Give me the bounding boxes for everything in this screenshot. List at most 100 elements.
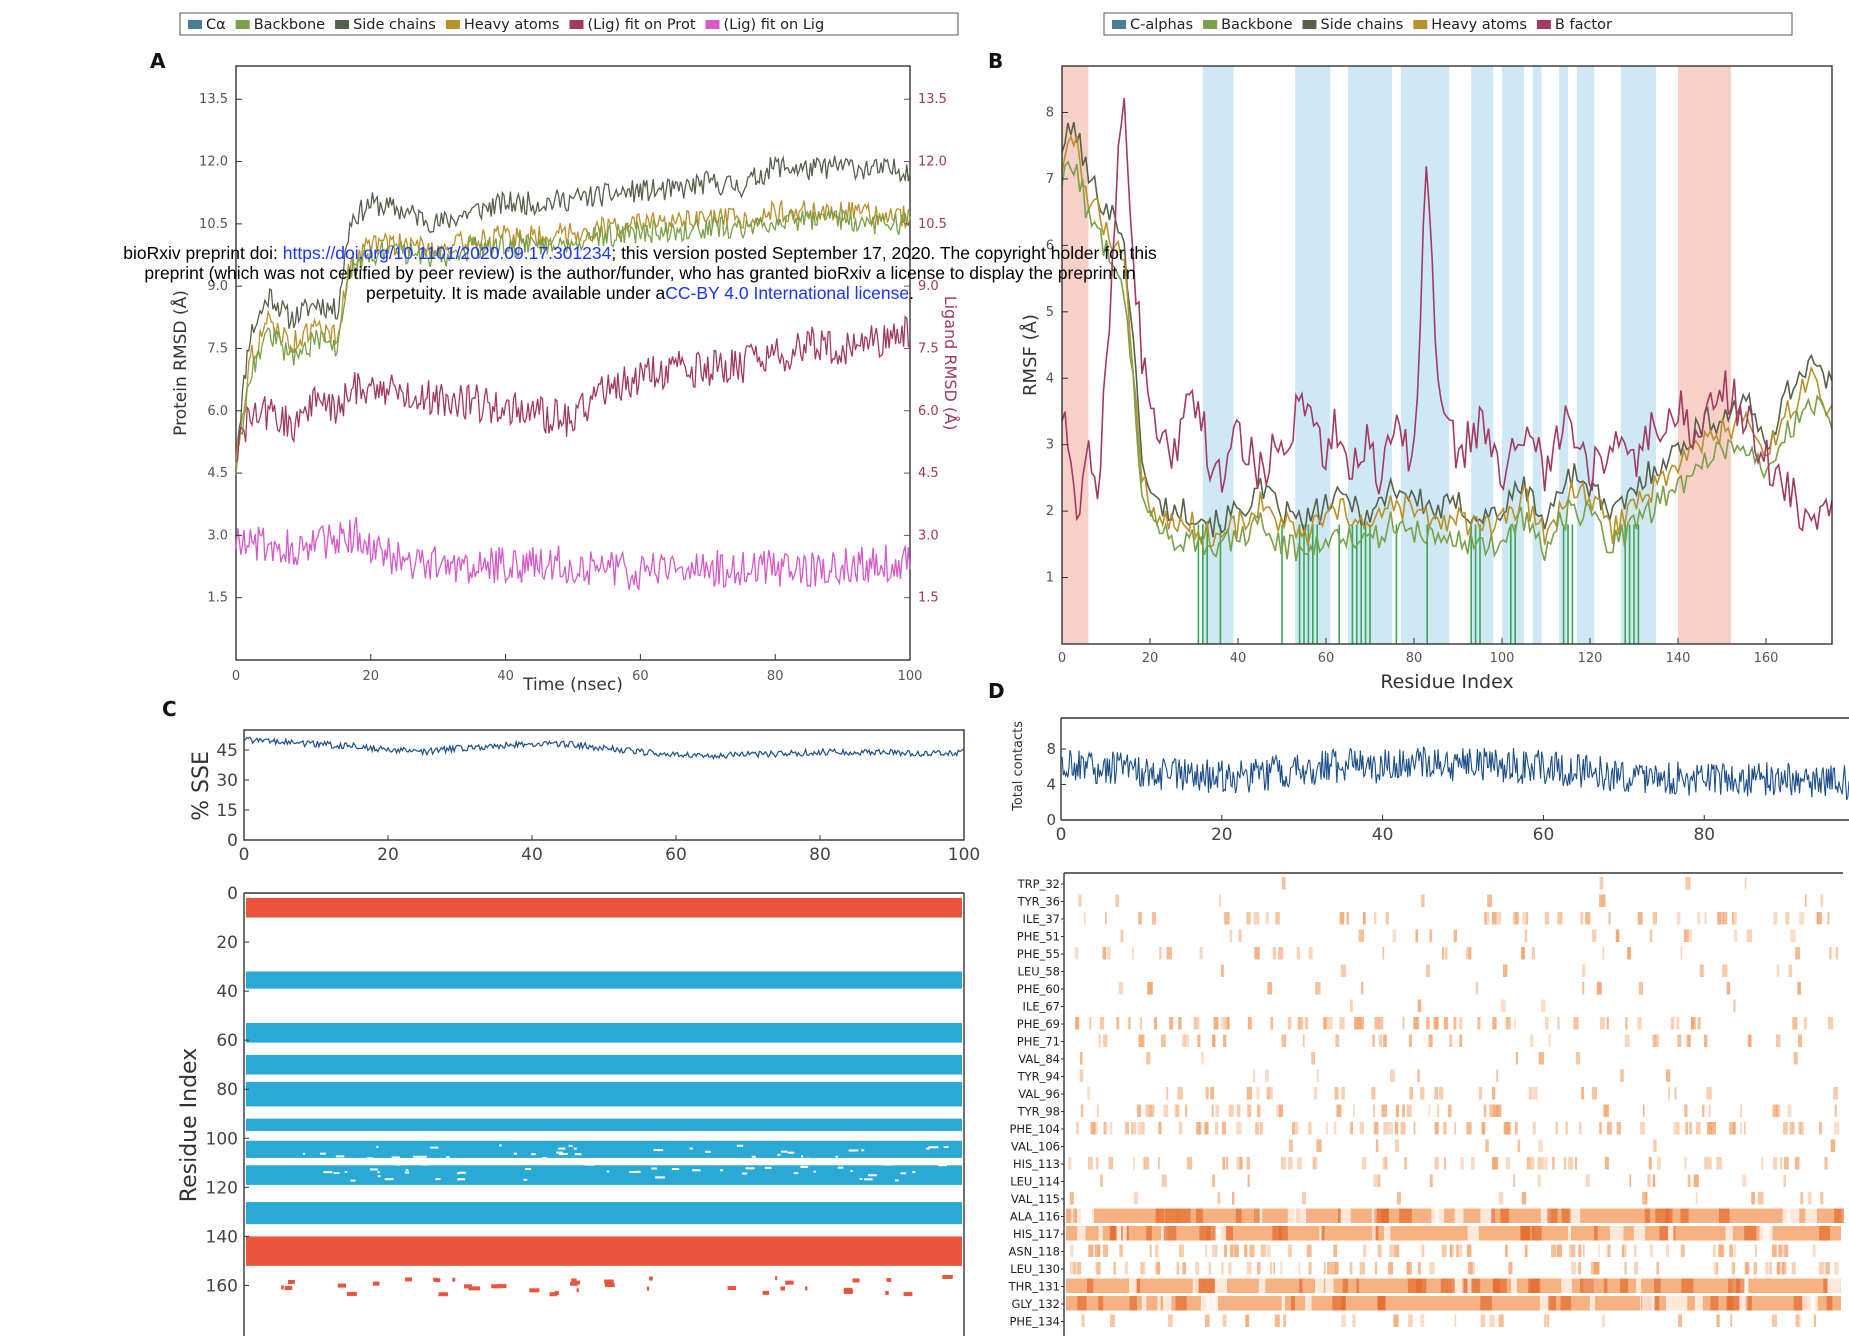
heatmap-fleck bbox=[835, 1155, 839, 1158]
panel-b-letter: B bbox=[988, 49, 1003, 73]
strand-region bbox=[1502, 66, 1524, 644]
contact-mark bbox=[1491, 912, 1497, 925]
contact-mark bbox=[1394, 1244, 1400, 1257]
heatmap-fleck bbox=[912, 1171, 916, 1174]
contact-mark bbox=[1103, 1122, 1107, 1135]
contact-band bbox=[1066, 1226, 1841, 1241]
contact-mark bbox=[1792, 1017, 1798, 1030]
contact-mark bbox=[1467, 1262, 1472, 1275]
legend-swatch bbox=[1302, 20, 1317, 29]
heatmap-helix-fleck bbox=[571, 1278, 577, 1283]
contact-mark bbox=[1375, 1139, 1379, 1152]
y-tick-label: 4.5 bbox=[207, 466, 228, 481]
contact-mark bbox=[1428, 1104, 1431, 1117]
contact-mark bbox=[1649, 1244, 1654, 1257]
contact-mark bbox=[1283, 1314, 1287, 1327]
heatmap-fleck bbox=[704, 1150, 711, 1153]
contact-mark bbox=[1606, 1122, 1612, 1135]
heatmap-fleck bbox=[764, 1166, 772, 1169]
x-tick-label: 0 bbox=[1058, 651, 1066, 666]
contact-mark bbox=[1526, 1157, 1529, 1170]
contact-fleck bbox=[1235, 1208, 1242, 1223]
contact-fleck bbox=[1571, 1208, 1581, 1223]
contact-mark bbox=[1568, 1157, 1574, 1170]
y-tick-label: 12.0 bbox=[199, 155, 228, 170]
contact-mark bbox=[1454, 1314, 1457, 1327]
contact-mark bbox=[1537, 1157, 1542, 1170]
heatmap-helix-fleck bbox=[780, 1286, 786, 1291]
heatmap-fleck bbox=[513, 1152, 518, 1155]
heatmap-fleck bbox=[458, 1171, 467, 1174]
heatmap-fleck bbox=[333, 1172, 340, 1175]
y-tick-label: 120 bbox=[206, 1178, 238, 1198]
contact-mark bbox=[1361, 1157, 1367, 1170]
license-link[interactable]: CC-BY 4.0 International license bbox=[665, 283, 910, 303]
contact-mark bbox=[1308, 1262, 1311, 1275]
contact-mark bbox=[1143, 1157, 1150, 1170]
residue-label: PHE_134 bbox=[1009, 1315, 1060, 1329]
contact-mark bbox=[1096, 1104, 1100, 1117]
legend-swatch bbox=[1536, 20, 1551, 29]
panel-b-frame bbox=[1061, 65, 1833, 645]
panel-b: B C-alphas Backbone Side chains Heavy atoms… bbox=[988, 12, 1833, 693]
contact-fleck bbox=[1805, 1208, 1817, 1223]
contact-fleck bbox=[1141, 1296, 1147, 1311]
contact-mark bbox=[1666, 1069, 1671, 1082]
contact-mark bbox=[1110, 1314, 1115, 1327]
heatmap-fleck bbox=[323, 1171, 333, 1174]
heatmap-fleck bbox=[530, 1153, 536, 1156]
heatmap-fleck bbox=[456, 1172, 460, 1175]
contact-mark bbox=[1253, 912, 1260, 925]
residue-label: PHE_60 bbox=[1017, 982, 1060, 996]
contact-mark bbox=[1505, 1244, 1508, 1257]
heatmap-fleck bbox=[861, 1149, 865, 1152]
contact-mark bbox=[1819, 1122, 1823, 1135]
contact-mark bbox=[1302, 1192, 1307, 1205]
contact-mark bbox=[1483, 1104, 1487, 1117]
preprint-banner: bioRxiv preprint doi: https://doi.org/10… bbox=[0, 243, 1280, 303]
heatmap-fleck bbox=[859, 1178, 863, 1181]
contact-mark bbox=[1334, 1262, 1339, 1275]
contact-mark bbox=[1524, 1244, 1528, 1257]
doi-link[interactable]: https://doi.org/10.1101/2020.09.17.30123… bbox=[282, 243, 612, 263]
y-tick-label: 140 bbox=[206, 1227, 238, 1247]
contact-mark bbox=[1699, 964, 1704, 977]
contact-mark bbox=[1799, 1122, 1804, 1135]
contact-mark bbox=[1712, 1244, 1716, 1257]
contact-mark bbox=[1480, 1314, 1486, 1327]
contact-mark bbox=[1433, 1017, 1439, 1030]
heatmap-helix-fleck bbox=[346, 1291, 357, 1296]
contact-mark bbox=[1388, 1122, 1393, 1135]
contact-mark bbox=[1548, 1034, 1551, 1047]
contact-mark bbox=[1568, 1244, 1573, 1257]
contact-mark bbox=[1813, 1314, 1817, 1327]
contact-mark bbox=[1199, 947, 1203, 960]
contact-mark bbox=[1068, 1157, 1072, 1170]
contact-fleck bbox=[1281, 1296, 1286, 1311]
contact-fleck bbox=[1164, 1208, 1179, 1223]
panel-c-heatmap-frame bbox=[244, 893, 964, 1336]
heatmap-fleck bbox=[320, 1152, 326, 1155]
contact-mark bbox=[1676, 1017, 1680, 1030]
x-tick-label: 40 bbox=[1372, 825, 1394, 845]
heatmap-fleck bbox=[800, 1165, 809, 1168]
contact-mark bbox=[1496, 1069, 1499, 1082]
contact-mark bbox=[1602, 947, 1605, 960]
contact-mark bbox=[1363, 912, 1366, 925]
contact-mark bbox=[1816, 912, 1819, 925]
contact-fleck bbox=[1827, 1278, 1841, 1293]
contact-mark bbox=[1228, 1104, 1234, 1117]
y-tick-label: 15 bbox=[216, 801, 238, 821]
contact-fleck bbox=[1739, 1296, 1746, 1311]
heatmap-fleck bbox=[446, 1156, 450, 1159]
contact-mark bbox=[1292, 1122, 1296, 1135]
contact-mark bbox=[1142, 1157, 1145, 1170]
contact-mark bbox=[1765, 1262, 1769, 1275]
contact-mark bbox=[1212, 1034, 1216, 1047]
y-tick-label: 3.0 bbox=[207, 528, 228, 543]
heatmap-fleck bbox=[558, 1153, 568, 1156]
contact-mark bbox=[1746, 929, 1753, 942]
contact-mark bbox=[1728, 1122, 1734, 1135]
contact-mark bbox=[1521, 1192, 1526, 1205]
rmsf-series-3 bbox=[1061, 97, 1833, 532]
